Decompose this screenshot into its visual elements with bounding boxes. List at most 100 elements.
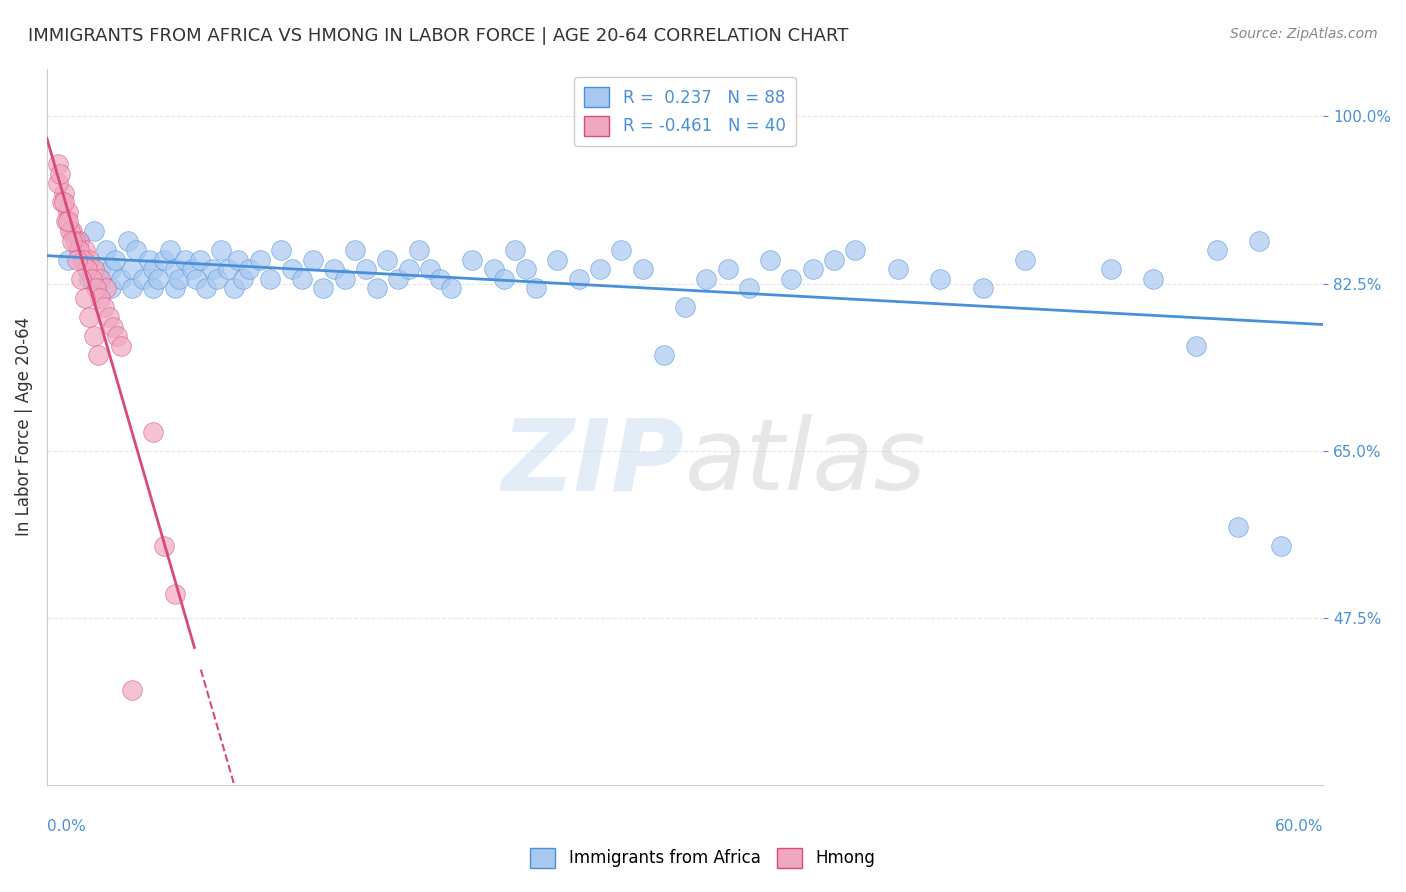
Point	[62, 224, 84, 238]
Point	[62, 234, 84, 248]
Point	[503, 243, 526, 257]
Point	[110, 272, 132, 286]
Point	[56, 252, 79, 267]
Point	[121, 682, 143, 697]
Point	[312, 281, 335, 295]
Point	[75, 291, 97, 305]
Point	[695, 272, 717, 286]
Point	[1099, 262, 1122, 277]
Point	[387, 272, 409, 286]
Point	[51, 195, 73, 210]
Point	[195, 281, 218, 295]
Point	[631, 262, 654, 277]
Point	[408, 243, 430, 257]
Text: ZIP: ZIP	[502, 414, 685, 511]
Point	[83, 329, 105, 343]
Point	[101, 319, 124, 334]
Point	[93, 301, 115, 315]
Point	[366, 281, 388, 295]
Point	[738, 281, 761, 295]
Point	[46, 176, 69, 190]
Point	[100, 281, 122, 295]
Point	[121, 262, 143, 277]
Point	[823, 252, 845, 267]
Point	[801, 262, 824, 277]
Point	[105, 329, 128, 343]
Point	[184, 272, 207, 286]
Point	[153, 252, 176, 267]
Point	[333, 272, 356, 286]
Point	[205, 272, 228, 286]
Point	[429, 272, 451, 286]
Point	[180, 262, 202, 277]
Point	[929, 272, 952, 286]
Point	[1184, 339, 1206, 353]
Point	[972, 281, 994, 295]
Point	[117, 234, 139, 248]
Point	[291, 272, 314, 286]
Point	[55, 214, 77, 228]
Point	[97, 310, 120, 324]
Point	[780, 272, 803, 286]
Point	[887, 262, 910, 277]
Point	[188, 252, 211, 267]
Point	[717, 262, 740, 277]
Point	[131, 272, 153, 286]
Text: 0.0%: 0.0%	[46, 819, 86, 834]
Point	[301, 252, 323, 267]
Point	[589, 262, 612, 277]
Point	[142, 262, 165, 277]
Legend: R =  0.237   N = 88, R = -0.461   N = 40: R = 0.237 N = 88, R = -0.461 N = 40	[575, 77, 796, 146]
Point	[89, 262, 111, 277]
Point	[759, 252, 782, 267]
Point	[209, 243, 232, 257]
Point	[96, 243, 118, 257]
Point	[1270, 540, 1292, 554]
Point	[142, 281, 165, 295]
Point	[56, 214, 79, 228]
Point	[48, 167, 70, 181]
Point	[100, 262, 122, 277]
Point	[96, 281, 118, 295]
Point	[153, 540, 176, 554]
Point	[1249, 234, 1271, 248]
Point	[87, 348, 110, 362]
Point	[440, 281, 463, 295]
Point	[515, 262, 537, 277]
Point	[652, 348, 675, 362]
Point	[79, 252, 101, 267]
Point	[56, 205, 79, 219]
Point	[52, 186, 75, 200]
Point	[163, 587, 186, 601]
Point	[76, 262, 98, 277]
Point	[79, 310, 101, 324]
Point	[259, 272, 281, 286]
Point	[354, 262, 377, 277]
Point	[80, 272, 103, 286]
Point	[546, 252, 568, 267]
Point	[461, 252, 484, 267]
Point	[174, 252, 197, 267]
Point	[844, 243, 866, 257]
Point	[89, 272, 111, 286]
Point	[63, 234, 86, 248]
Point	[249, 252, 271, 267]
Point	[419, 262, 441, 277]
Point	[238, 262, 260, 277]
Point	[59, 224, 82, 238]
Point	[121, 281, 143, 295]
Text: Source: ZipAtlas.com: Source: ZipAtlas.com	[1230, 27, 1378, 41]
Point	[89, 291, 111, 305]
Point	[280, 262, 302, 277]
Point	[344, 243, 367, 257]
Point	[228, 252, 250, 267]
Point	[673, 301, 696, 315]
Point	[494, 272, 516, 286]
Point	[52, 195, 75, 210]
Point	[524, 281, 547, 295]
Point	[110, 339, 132, 353]
Legend: Immigrants from Africa, Hmong: Immigrants from Africa, Hmong	[524, 841, 882, 875]
Point	[1142, 272, 1164, 286]
Point	[67, 234, 90, 248]
Point	[163, 262, 186, 277]
